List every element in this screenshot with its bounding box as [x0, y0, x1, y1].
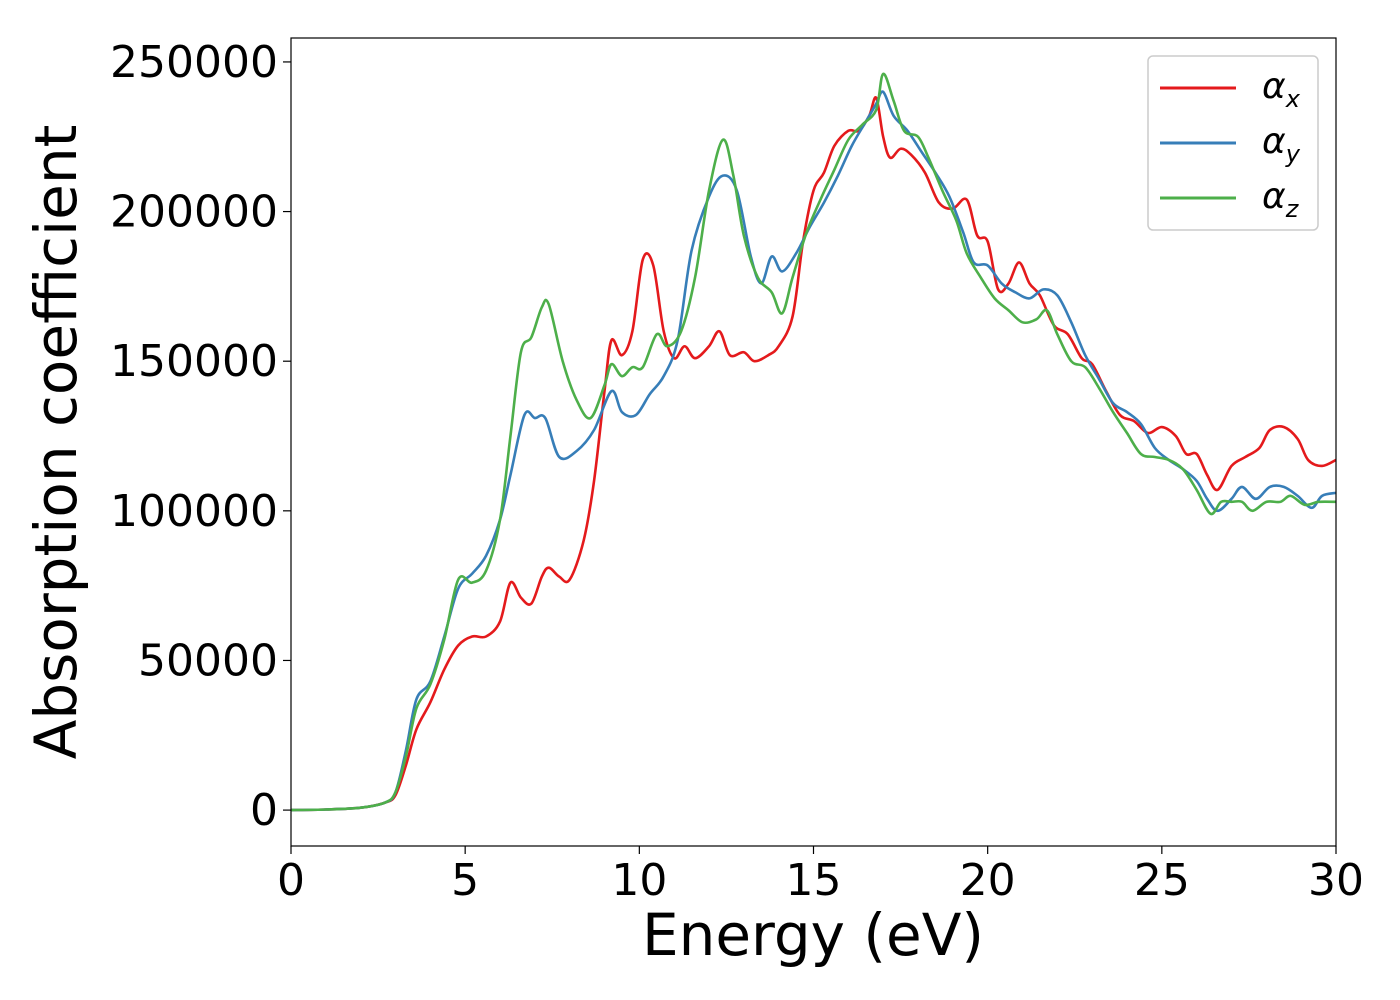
- x-axis-title: Energy (eV): [642, 901, 984, 969]
- x-tick-label: 30: [1308, 855, 1364, 906]
- series-line-x: [290, 96, 1337, 812]
- y-axis-title: Absorption coefficient: [22, 125, 90, 760]
- x-tick-label: 0: [277, 855, 305, 906]
- plot-frame: [290, 37, 1337, 847]
- x-tick-label: 5: [451, 855, 479, 906]
- x-tick-label: 15: [786, 855, 842, 906]
- x-tick-label: 20: [960, 855, 1016, 906]
- y-tick-label: 250000: [110, 37, 278, 88]
- x-tick-label: 10: [611, 855, 667, 906]
- tick-layer: 0 5 10 15 20 25 30 0 50000 100000 150000 200000 2500…: [110, 37, 1364, 906]
- x-tick-label: 25: [1134, 855, 1190, 906]
- y-tick-label: 100000: [110, 486, 278, 537]
- legend-label-x: αx: [1262, 66, 1301, 113]
- y-tick-label: 50000: [138, 635, 278, 686]
- y-tick-label: 200000: [110, 187, 278, 238]
- y-tick-label: 150000: [110, 336, 278, 387]
- series-line-z: [290, 72, 1337, 812]
- series-layer: [290, 72, 1337, 812]
- y-tick-label: 0: [250, 785, 278, 836]
